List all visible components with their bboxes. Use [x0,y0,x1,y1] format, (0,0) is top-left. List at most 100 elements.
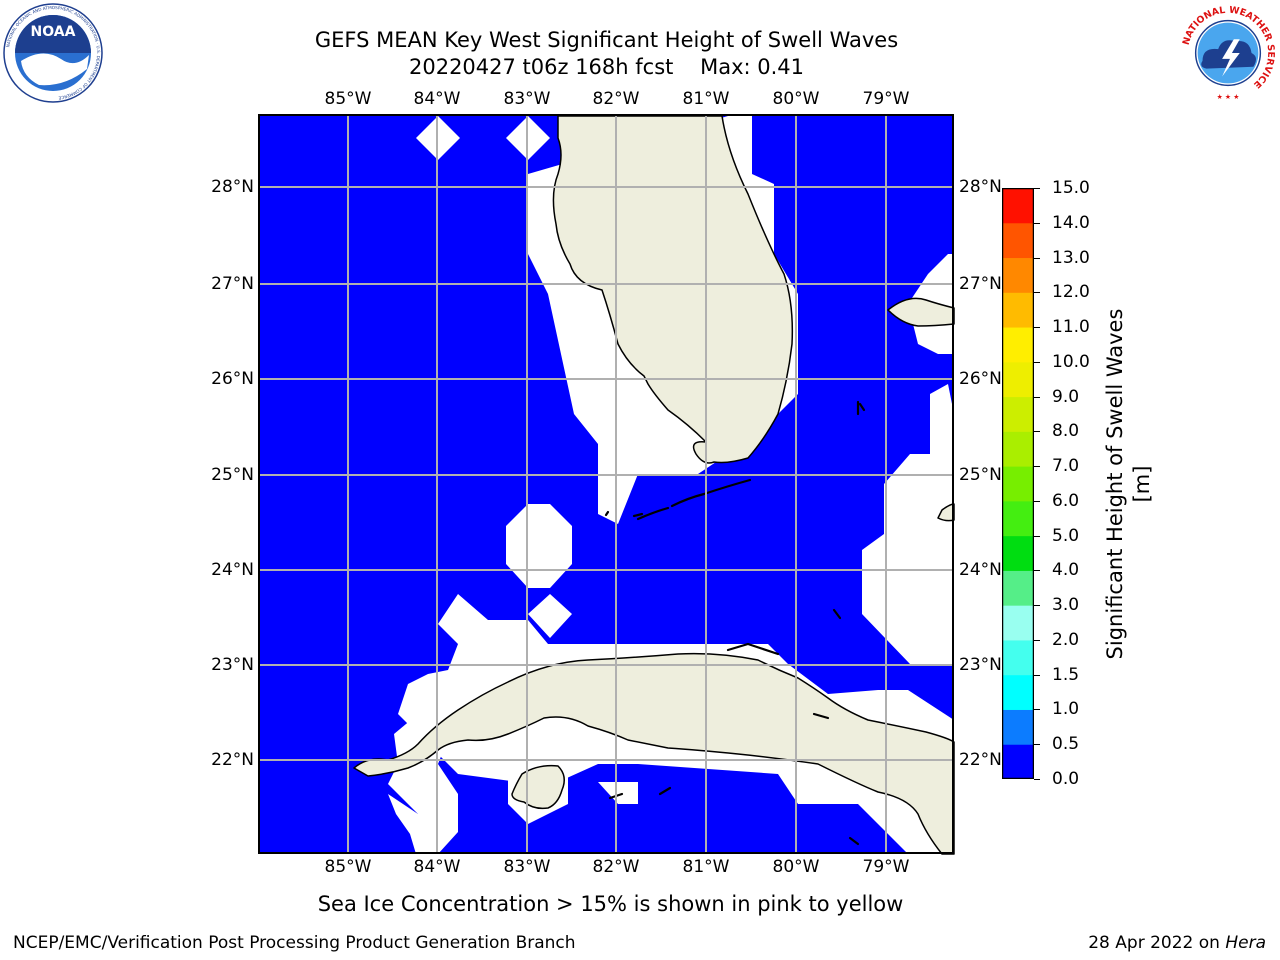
colorbar-bin [1002,605,1034,641]
colorbar-tick-label: 15.0 [1052,178,1090,198]
colorbar-bin [1002,222,1034,259]
colorbar-tick-label: 0.5 [1052,734,1080,755]
lat-label-left: 25°N [211,465,254,485]
map-title: GEFS MEAN Key West Significant Height of… [314,28,899,52]
footer-date-text: 28 Apr 2022 on [1088,933,1226,953]
colorbar-bin [1002,396,1034,432]
small-islands [604,400,866,846]
lon-label-top: 82°W [592,89,640,109]
lat-label-right: 27°N [959,274,1002,294]
colorbar-tick-label: 0.0 [1052,769,1080,789]
florida-peninsula [552,115,794,464]
colorbar-tick-mark [1034,709,1040,711]
colorbar-tick-mark [1034,779,1040,780]
colorbar-tick-label: 10.0 [1052,351,1090,372]
colorbar-bin [1002,361,1034,398]
lat-label-left: 27°N [211,274,254,294]
lat-label-right: 28°N [959,177,1002,197]
isla-de-la-juventud [511,764,565,810]
colorbar-label-line2: [m] [1130,465,1154,503]
lat-label-right: 22°N [959,750,1002,770]
colorbar-bin [1002,535,1034,571]
lon-label-bottom: 82°W [592,857,640,877]
colorbar-bin [1002,257,1034,293]
colorbar-tick-mark [1034,674,1040,676]
colorbar-tick-label: 7.0 [1052,456,1080,477]
colorbar-tick-label: 11.0 [1052,317,1090,338]
noaa-logo: NOAA NATIONAL OCEANIC AND ATMOSPHERIC AD… [3,3,103,103]
colorbar-bin [1002,570,1034,606]
lat-label-left: 28°N [211,177,254,197]
colorbar-bin [1002,188,1034,224]
colorbar-tick-mark [1034,222,1040,224]
colorbar-tick-label: 9.0 [1052,386,1080,407]
colorbar-bin [1002,674,1034,710]
colorbar-tick-mark [1034,535,1040,537]
colorbar-tick-mark [1034,257,1040,259]
lat-label-right: 24°N [959,560,1002,580]
sea-ice-note: Sea Ice Concentration > 15% is shown in … [317,892,904,916]
lon-label-top: 81°W [682,89,730,109]
colorbar-tick-mark [1034,605,1040,607]
colorbar-bin [1002,709,1034,745]
lat-label-left: 23°N [211,655,254,675]
lat-label-right: 26°N [959,369,1002,389]
colorbar-tick-mark [1034,188,1040,189]
colorbar-tick-label: 8.0 [1052,421,1080,442]
map-frame [258,114,954,854]
lat-label-right: 25°N [959,465,1002,485]
colorbar-bin [1002,500,1034,537]
svg-text:★ ★ ★: ★ ★ ★ [1217,93,1240,101]
colorbar-tick-label: 4.0 [1052,560,1080,581]
lon-label-top: 85°W [324,89,372,109]
colorbar-tick-mark [1034,431,1040,433]
lat-label-left: 22°N [211,750,254,770]
graticule [258,114,954,854]
colorbar-bin [1002,292,1034,328]
colorbar [1002,188,1034,779]
colorbar-tick-mark [1034,361,1040,363]
colorbar-label-line1: Significant Height of Swell Waves [1103,308,1127,660]
footer-credit: NCEP/EMC/Verification Post Processing Pr… [13,933,576,953]
colorbar-tick-mark [1034,500,1040,502]
lon-label-top: 80°W [772,89,820,109]
svg-text:NOAA: NOAA [31,24,76,40]
colorbar-tick-label: 5.0 [1052,525,1080,546]
map-panel [258,114,955,855]
footer-host: Hera [1225,933,1266,953]
colorbar-tick-label: 1.5 [1052,664,1080,685]
map-subtitle: 20220427 t06z 168h fcst Max: 0.41 [408,55,805,79]
colorbar-bin [1002,327,1034,363]
colorbar-tick-label: 3.0 [1052,595,1080,616]
nws-logo: NATIONAL WEATHER SERVICE ★ ★ ★ [1181,5,1277,101]
lon-label-top: 79°W [862,89,910,109]
colorbar-tick-mark [1034,396,1040,398]
lon-label-bottom: 80°W [772,857,820,877]
colorbar-tick-label: 12.0 [1052,282,1090,303]
colorbar-tick-label: 6.0 [1052,490,1080,511]
colorbar-tick-mark [1034,639,1040,641]
colorbar-label: Significant Height of Swell Waves [m] [1102,244,1156,724]
lat-label-left: 24°N [211,560,254,580]
lon-label-top: 83°W [503,89,551,109]
colorbar-tick-mark [1034,466,1040,468]
colorbar-tick-mark [1034,327,1040,329]
colorbar-bin [1002,466,1034,502]
colorbar-tick-mark [1034,570,1040,572]
lat-label-right: 23°N [959,655,1002,675]
colorbar-tick-mark [1034,744,1040,746]
colorbar-bin [1002,431,1034,467]
lon-label-top: 84°W [413,89,461,109]
colorbar-tick-mark [1034,292,1040,294]
lon-label-bottom: 83°W [503,857,551,877]
lat-label-left: 26°N [211,369,254,389]
lon-label-bottom: 81°W [682,857,730,877]
colorbar-tick-label: 2.0 [1052,629,1080,650]
lon-label-bottom: 85°W [324,857,372,877]
colorbar-tick-label: 14.0 [1052,212,1090,233]
footer-date: 28 Apr 2022 on Hera [1088,932,1266,954]
lon-label-bottom: 79°W [862,857,910,877]
colorbar-frame [1002,188,1034,779]
colorbar-tick-label: 1.0 [1052,699,1080,720]
lon-label-bottom: 84°W [413,857,461,877]
